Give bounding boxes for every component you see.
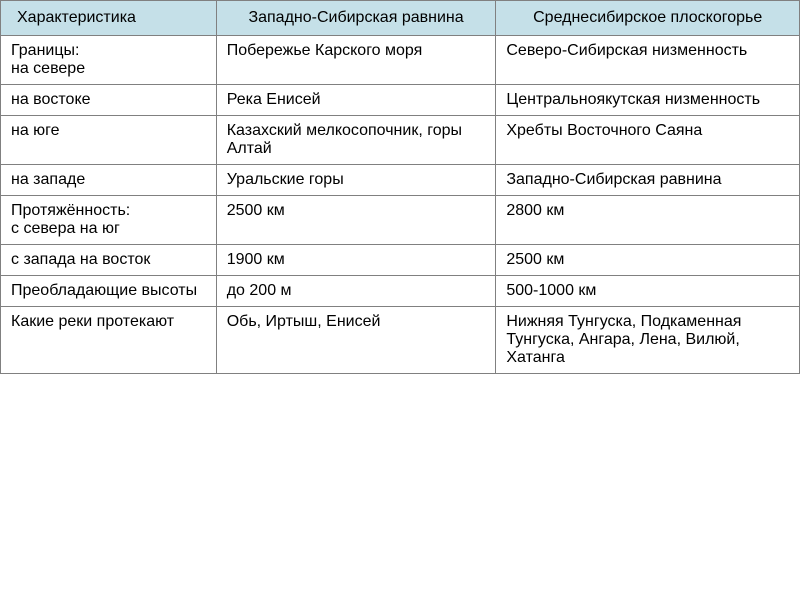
table-row: Протяжённость:с севера на юг 2500 км 280… — [1, 196, 800, 245]
cell-region-1: Река Енисей — [216, 85, 496, 116]
cell-region-1: Уральские горы — [216, 165, 496, 196]
cell-characteristic: Границы:на севере — [1, 36, 217, 85]
table-row: Границы:на севере Побережье Карского мор… — [1, 36, 800, 85]
cell-region-2: Нижняя Тунгуска, Подкаменная Тунгуска, А… — [496, 307, 800, 374]
table-row: с запада на восток 1900 км 2500 км — [1, 245, 800, 276]
table-row: Какие реки протекают Обь, Иртыш, Енисей … — [1, 307, 800, 374]
table-row: на востоке Река Енисей Центральноякутска… — [1, 85, 800, 116]
cell-region-1: 1900 км — [216, 245, 496, 276]
table-row: на юге Казахский мелкосопочник, горы Алт… — [1, 116, 800, 165]
cell-characteristic: Преобладающие высоты — [1, 276, 217, 307]
cell-region-2: Хребты Восточного Саяна — [496, 116, 800, 165]
table-header-row: Характеристика Западно-Сибирская равнина… — [1, 1, 800, 36]
header-region-2: Среднесибирское плоскогорье — [496, 1, 800, 36]
cell-characteristic: на юге — [1, 116, 217, 165]
table-row: на западе Уральские горы Западно-Сибирск… — [1, 165, 800, 196]
cell-region-2: 2500 км — [496, 245, 800, 276]
cell-region-2: 500-1000 км — [496, 276, 800, 307]
comparison-table: Характеристика Западно-Сибирская равнина… — [0, 0, 800, 374]
cell-characteristic: Протяжённость:с севера на юг — [1, 196, 217, 245]
header-region-1: Западно-Сибирская равнина — [216, 1, 496, 36]
cell-region-1: Обь, Иртыш, Енисей — [216, 307, 496, 374]
cell-characteristic: на востоке — [1, 85, 217, 116]
cell-region-1: Казахский мелкосопочник, горы Алтай — [216, 116, 496, 165]
cell-region-1: Побережье Карского моря — [216, 36, 496, 85]
table-row: Преобладающие высоты до 200 м 500-1000 к… — [1, 276, 800, 307]
header-characteristic: Характеристика — [1, 1, 217, 36]
cell-characteristic: Какие реки протекают — [1, 307, 217, 374]
cell-characteristic: с запада на восток — [1, 245, 217, 276]
cell-region-1: до 200 м — [216, 276, 496, 307]
cell-characteristic: на западе — [1, 165, 217, 196]
cell-region-1: 2500 км — [216, 196, 496, 245]
cell-region-2: 2800 км — [496, 196, 800, 245]
cell-region-2: Северо-Сибирская низменность — [496, 36, 800, 85]
cell-region-2: Западно-Сибирская равнина — [496, 165, 800, 196]
cell-region-2: Центральноякутская низменность — [496, 85, 800, 116]
